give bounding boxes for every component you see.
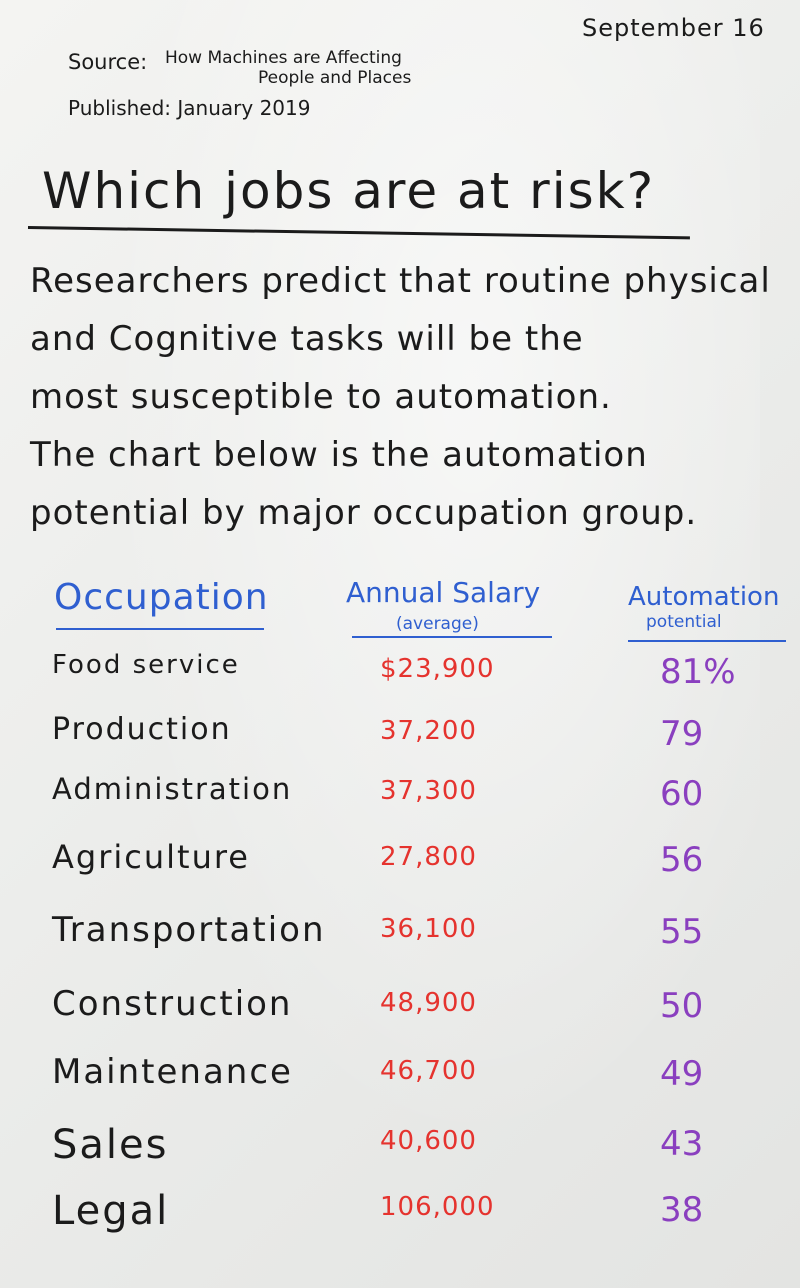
salary-cell: 48,900	[380, 988, 477, 1018]
automation-potential-cell: 60	[660, 774, 704, 814]
salary-cell: 46,700	[380, 1056, 477, 1086]
table-row: Transportation 36,100 55	[0, 910, 800, 970]
salary-cell: 37,300	[380, 776, 477, 806]
published-text: Published: January 2019	[68, 96, 311, 120]
salary-cell: 106,000	[380, 1192, 495, 1222]
automation-potential-cell: 50	[660, 986, 704, 1026]
salary-cell: 36,100	[380, 914, 477, 944]
occupation-cell: Maintenance	[52, 1052, 293, 1092]
intro-paragraph: Researchers predict that routine physica…	[30, 252, 790, 542]
occupation-cell: Legal	[52, 1188, 170, 1234]
table-row: Administration 37,300 60	[0, 772, 800, 832]
source-title-line-2: People and Places	[258, 68, 412, 88]
header-automation-subtitle: potential	[646, 612, 722, 632]
source-title-line-1: How Machines are Affecting	[165, 48, 402, 68]
header-automation: Automation	[628, 582, 780, 612]
automation-potential-cell: 43	[660, 1124, 704, 1164]
paragraph-line: most susceptible to automation.	[30, 377, 612, 417]
automation-potential-cell: 56	[660, 840, 704, 880]
occupation-cell: Food service	[52, 650, 240, 680]
occupation-cell: Administration	[52, 772, 293, 806]
date-text: September 16	[582, 14, 765, 42]
table-row: Production 37,200 79	[0, 712, 800, 772]
table-row: Food service $23,900 81%	[0, 650, 800, 710]
header-occupation-underline	[56, 628, 264, 630]
header-occupation: Occupation	[54, 577, 269, 618]
automation-potential-cell: 49	[660, 1054, 704, 1094]
automation-potential-cell: 81%	[660, 652, 736, 692]
paragraph-line: The chart below is the automation	[30, 435, 648, 475]
salary-cell: 27,800	[380, 842, 477, 872]
table-row: Legal 106,000 38	[0, 1188, 800, 1248]
paragraph-line: Researchers predict that routine physica…	[30, 261, 771, 301]
header-salary-underline	[352, 636, 552, 638]
paragraph-line: and Cognitive tasks will be the	[30, 319, 584, 359]
paragraph-line: potential by major occupation group.	[30, 493, 698, 533]
salary-cell: 37,200	[380, 716, 477, 746]
table-row: Agriculture 27,800 56	[0, 838, 800, 898]
header-automation-underline	[628, 640, 786, 642]
header-salary-subtitle: (average)	[396, 614, 479, 634]
automation-potential-cell: 55	[660, 912, 704, 952]
occupation-cell: Construction	[52, 984, 293, 1024]
source-label: Source:	[68, 50, 148, 74]
table-row: Maintenance 46,700 49	[0, 1052, 800, 1112]
occupation-cell: Agriculture	[52, 838, 250, 876]
automation-potential-cell: 79	[660, 714, 704, 754]
salary-cell: 40,600	[380, 1126, 477, 1156]
table-row: Sales 40,600 43	[0, 1122, 800, 1182]
salary-cell: $23,900	[380, 654, 495, 684]
occupation-cell: Sales	[52, 1122, 169, 1168]
header-salary: Annual Salary	[346, 576, 541, 609]
automation-potential-cell: 38	[660, 1190, 704, 1230]
occupation-cell: Production	[52, 712, 232, 747]
title-underline	[27, 226, 690, 240]
occupation-cell: Transportation	[52, 910, 326, 950]
board-title: Which jobs are at risk?	[42, 162, 656, 220]
table-row: Construction 48,900 50	[0, 984, 800, 1044]
